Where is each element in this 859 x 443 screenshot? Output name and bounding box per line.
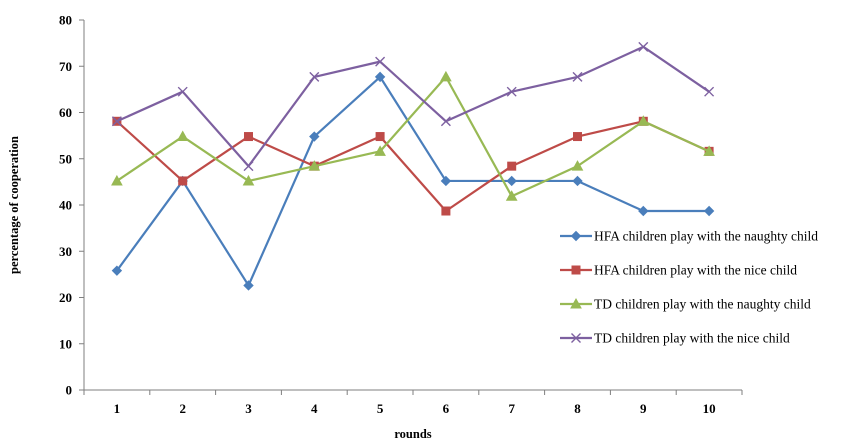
data-point bbox=[242, 174, 255, 186]
data-point bbox=[506, 175, 517, 187]
x-tick-label: 4 bbox=[311, 401, 318, 416]
data-point bbox=[573, 132, 582, 142]
y-tick-label: 60 bbox=[59, 105, 72, 120]
data-point bbox=[176, 130, 189, 142]
data-point bbox=[441, 206, 451, 216]
data-point bbox=[308, 160, 321, 171]
series-2 bbox=[112, 116, 714, 216]
data-point bbox=[506, 86, 517, 97]
data-point bbox=[440, 175, 452, 187]
y-tick-label: 40 bbox=[59, 198, 72, 213]
x-tick-label: 8 bbox=[574, 401, 581, 416]
x-tick-label: 1 bbox=[114, 401, 121, 416]
legend-item: HFA children play with the naughty child bbox=[560, 229, 818, 244]
data-point bbox=[703, 205, 715, 217]
data-point bbox=[111, 116, 122, 127]
x-tick-label: 3 bbox=[245, 401, 252, 416]
x-tick-label: 7 bbox=[508, 401, 515, 416]
x-tick-label: 9 bbox=[640, 401, 647, 416]
y-tick-label: 50 bbox=[59, 151, 72, 166]
legend-label: TD children play with the nice child bbox=[594, 331, 790, 346]
series-4 bbox=[111, 41, 715, 172]
legend-label: HFA children play with the nice child bbox=[594, 263, 797, 278]
legend-marker bbox=[570, 297, 582, 309]
data-point bbox=[571, 160, 584, 171]
x-tick-label: 10 bbox=[703, 401, 716, 416]
y-tick-label: 80 bbox=[59, 13, 72, 28]
data-point bbox=[440, 70, 452, 82]
y-tick-label: 30 bbox=[59, 244, 72, 259]
x-axis-title: rounds bbox=[394, 427, 431, 441]
data-point bbox=[244, 132, 253, 142]
legend-marker bbox=[570, 230, 582, 242]
y-tick-label: 70 bbox=[59, 59, 72, 74]
legend-label: TD children play with the naughty child bbox=[594, 297, 811, 312]
legend-marker bbox=[571, 333, 581, 343]
series-line bbox=[116, 75, 710, 287]
series-line bbox=[116, 45, 710, 168]
y-tick-label: 0 bbox=[66, 383, 73, 398]
data-point bbox=[572, 71, 583, 82]
y-axis-title: percentage of cooperation bbox=[7, 136, 21, 274]
series-3 bbox=[111, 70, 715, 201]
legend: HFA children play with the naughty child… bbox=[560, 229, 818, 346]
data-point bbox=[374, 71, 386, 83]
legend-label: HFA children play with the naughty child bbox=[594, 229, 818, 244]
data-point bbox=[704, 86, 715, 97]
data-point bbox=[178, 176, 188, 186]
y-tick-label: 10 bbox=[59, 336, 72, 351]
data-point bbox=[703, 145, 715, 156]
series-line bbox=[116, 120, 710, 213]
data-point bbox=[505, 190, 518, 201]
x-tick-label: 5 bbox=[377, 401, 384, 416]
legend-item: TD children play with the nice child bbox=[560, 331, 790, 346]
x-tick-label: 2 bbox=[179, 401, 186, 416]
legend-item: HFA children play with the nice child bbox=[560, 263, 797, 278]
data-point bbox=[507, 161, 517, 171]
data-point bbox=[638, 205, 649, 217]
data-point bbox=[243, 280, 254, 291]
series-line bbox=[116, 75, 710, 198]
data-point bbox=[374, 145, 386, 156]
axes: 0 10 20 30 40 50 60 70 80 1 2 3 4 5 6 7 8 9 10 bbox=[59, 13, 743, 416]
data-point bbox=[243, 161, 254, 172]
data-point bbox=[572, 175, 583, 187]
x-tick-label: 6 bbox=[443, 401, 450, 416]
y-tick-label: 20 bbox=[59, 290, 72, 305]
data-point bbox=[309, 131, 320, 142]
data-point bbox=[177, 86, 188, 97]
series-layer bbox=[111, 41, 715, 291]
data-point bbox=[375, 56, 386, 67]
data-point bbox=[111, 265, 123, 276]
legend-marker bbox=[571, 265, 581, 275]
data-point bbox=[375, 132, 385, 142]
data-point bbox=[309, 71, 320, 82]
data-point bbox=[637, 115, 650, 126]
legend-item: TD children play with the naughty child bbox=[560, 297, 811, 312]
data-point bbox=[638, 41, 649, 52]
data-point bbox=[111, 174, 123, 186]
series-1 bbox=[111, 71, 715, 291]
data-point bbox=[440, 116, 451, 127]
